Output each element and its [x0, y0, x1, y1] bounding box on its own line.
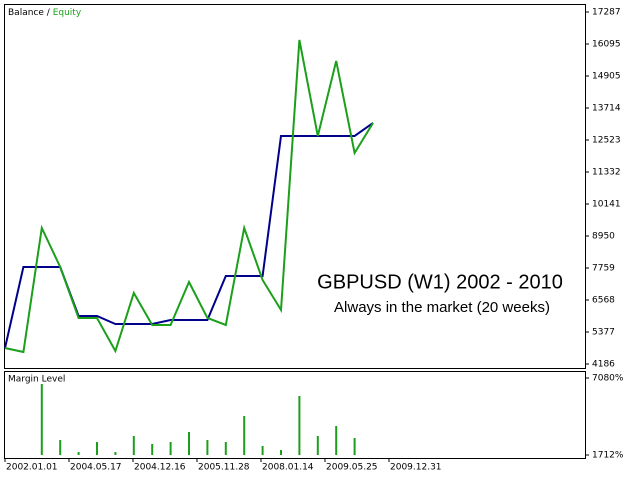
y-tick-label: 7080%: [592, 374, 624, 384]
x-tick-label: 2008.01.14: [262, 463, 314, 473]
y-tick-label: 1712%: [592, 451, 624, 461]
legend: Balance / Equity: [8, 8, 82, 18]
annotation-title: GBPUSD (W1) 2002 - 2010: [317, 271, 563, 293]
y-tick-label: 12523: [592, 135, 621, 145]
legend-equity: Equity: [53, 8, 82, 18]
y-tick-label: 6568: [592, 295, 615, 305]
series-line: [4, 39, 374, 354]
y-tick-label: 11332: [592, 167, 621, 177]
y-tick-label: 10141: [592, 199, 621, 209]
x-tick-label: 2004.05.17: [70, 463, 122, 473]
margin-title: Margin Level: [8, 375, 65, 385]
main-panel: [4, 4, 586, 369]
x-tick-label: 2009.12.31: [390, 463, 442, 473]
y-tick-label: 17287: [592, 7, 621, 17]
y-tick-label: 4186: [592, 359, 615, 369]
y-tick-label: 14905: [592, 71, 621, 81]
x-tick-label: 2004.12.16: [134, 463, 186, 473]
y-tick-label: 5377: [592, 327, 615, 337]
legend-separator: /: [47, 8, 51, 18]
x-tick-label: 2005.11.28: [198, 463, 250, 473]
x-tick-label: 2002.01.01: [6, 463, 58, 473]
legend-balance: Balance: [8, 8, 44, 18]
y-tick-label: 7759: [592, 263, 615, 273]
y-tick-label: 13714: [592, 103, 621, 113]
y-tick-label: 16095: [592, 40, 621, 50]
margin-panel: [4, 371, 586, 459]
annotation-subtitle: Always in the market (20 weeks): [334, 299, 550, 316]
y-tick-label: 8950: [592, 231, 615, 241]
x-tick-label: 2009.05.25: [326, 463, 378, 473]
